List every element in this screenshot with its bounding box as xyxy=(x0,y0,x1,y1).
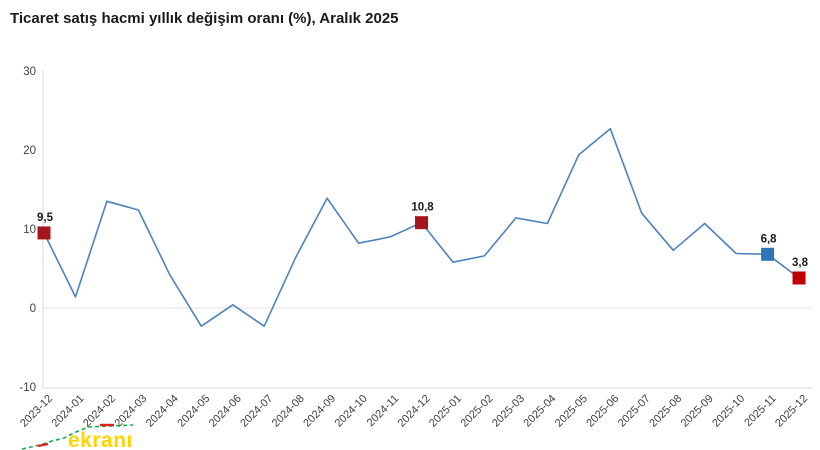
x-tick-label: 2024-08 xyxy=(270,393,307,430)
x-tick-label: 2024-06 xyxy=(207,393,244,430)
x-tick-label: 2024-09 xyxy=(301,393,338,430)
x-tick-label: 2025-04 xyxy=(521,393,558,430)
y-tick-label: 20 xyxy=(23,145,36,157)
data-label-2023-12: 9,5 xyxy=(37,212,54,224)
x-tick-label: 2024-11 xyxy=(365,393,401,429)
marker-2025-11 xyxy=(761,247,775,261)
data-label-2025-11: 6,8 xyxy=(761,233,778,245)
x-tick-label: 2024-04 xyxy=(144,393,181,430)
x-tick-label: 2025-11 xyxy=(742,393,778,429)
watermark-sparkline xyxy=(21,424,134,450)
chart-title: Ticaret satış hacmi yıllık değişim oranı… xyxy=(10,10,399,27)
x-tick-label: 2025-05 xyxy=(553,393,590,430)
y-tick-label: 30 xyxy=(23,66,36,78)
x-tick-label: 2025-08 xyxy=(647,393,684,430)
x-tick-label: 2024-03 xyxy=(112,393,149,430)
x-tick-label: 2025-01 xyxy=(427,393,464,430)
x-tick-label: 2024-12 xyxy=(396,393,433,430)
x-tick-label: 2024-07 xyxy=(238,393,275,430)
x-tick-label: 2025-02 xyxy=(459,393,496,430)
marker-2023-12 xyxy=(37,226,51,240)
watermark-sparkline-red-segment xyxy=(37,442,49,448)
y-tick-label: 0 xyxy=(30,303,36,315)
marker-2024-12 xyxy=(415,216,429,230)
data-label-2025-12: 3,8 xyxy=(792,257,809,269)
x-tick-label: 2025-09 xyxy=(679,393,716,430)
x-tick-label: 2025-10 xyxy=(710,393,747,430)
x-tick-label: 2023-12 xyxy=(18,393,55,430)
x-tick-label: 2025-07 xyxy=(616,393,653,430)
x-tick-label: 2025-06 xyxy=(584,393,621,430)
x-tick-label: 2024-01 xyxy=(50,393,87,430)
x-tick-label: 2025-12 xyxy=(773,393,810,430)
x-tick-label: 2024-05 xyxy=(175,393,212,430)
x-tick-label: 2025-03 xyxy=(490,393,527,430)
watermark-text: ekranı xyxy=(68,429,133,450)
y-tick-label: -10 xyxy=(19,382,36,394)
data-label-2024-12: 10,8 xyxy=(411,202,434,214)
x-tick-label: 2024-10 xyxy=(333,393,370,430)
marker-2025-12 xyxy=(792,271,806,285)
y-tick-label: 10 xyxy=(23,224,36,236)
